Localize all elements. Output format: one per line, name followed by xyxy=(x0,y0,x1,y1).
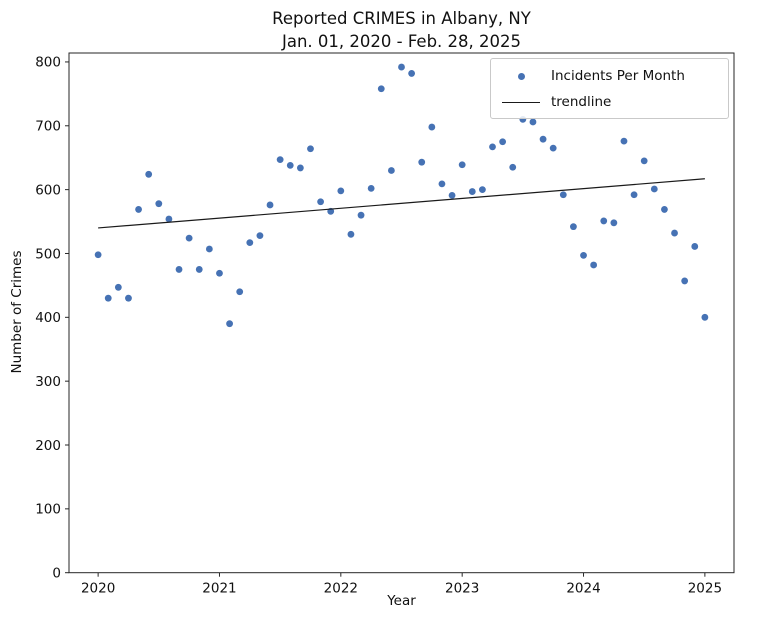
scatter-point xyxy=(357,211,365,219)
scatter-point xyxy=(337,187,345,195)
scatter-point xyxy=(529,118,537,126)
plot-border xyxy=(68,52,735,574)
scatter-point xyxy=(661,206,668,213)
scatter-point xyxy=(489,143,496,151)
scatter-point xyxy=(256,232,264,239)
scatter-point xyxy=(307,145,314,153)
scatter-point xyxy=(296,164,304,172)
scatter-point xyxy=(377,85,385,93)
legend-item-trendline: trendline xyxy=(501,89,728,115)
scatter-point xyxy=(448,191,456,199)
scatter-point xyxy=(145,170,153,178)
scatter-point xyxy=(549,144,557,152)
scatter-point xyxy=(539,135,547,143)
chart-title-line1: Reported CRIMES in Albany, NY xyxy=(272,9,531,28)
scatter-point xyxy=(286,161,294,169)
scatter-dot-icon xyxy=(517,72,525,80)
scatter-point xyxy=(94,251,102,259)
scatter-point xyxy=(590,261,598,269)
scatter-point xyxy=(398,63,405,71)
scatter-point xyxy=(671,229,678,237)
scatter-point xyxy=(438,180,446,188)
x-tick-label: 2022 xyxy=(324,581,358,597)
legend: Incidents Per Month trendline xyxy=(490,58,729,119)
scatter-point xyxy=(246,239,254,247)
scatter-point xyxy=(418,158,426,166)
scatter-point xyxy=(701,313,709,321)
x-tick-label: 2023 xyxy=(445,581,479,597)
x-tick-label: 2025 xyxy=(688,581,722,597)
scatter-point xyxy=(610,219,618,227)
legend-label-incidents: Incidents Per Month xyxy=(551,68,685,84)
scatter-point xyxy=(468,188,476,195)
chart-title: Reported CRIMES in Albany, NY Jan. 01, 2… xyxy=(69,8,734,53)
scatter-point xyxy=(367,184,375,192)
y-tick-label: 200 xyxy=(35,438,61,454)
scatter-point xyxy=(499,138,507,146)
scatter-point xyxy=(104,294,112,302)
scatter-point xyxy=(620,137,628,145)
trendline-icon xyxy=(502,101,540,103)
y-tick-label: 400 xyxy=(35,310,61,326)
y-tick-label: 0 xyxy=(52,566,61,582)
scatter-point xyxy=(650,185,658,193)
scatter-point xyxy=(175,266,183,273)
scatter-point xyxy=(387,167,395,174)
scatter-point xyxy=(125,294,132,302)
scatter-point xyxy=(195,266,203,273)
chart-title-line2: Jan. 01, 2020 - Feb. 28, 2025 xyxy=(281,31,522,51)
y-tick-label: 600 xyxy=(35,182,61,198)
scatter-point xyxy=(408,70,416,77)
scatter-point xyxy=(236,288,244,296)
scatter-point xyxy=(135,206,142,213)
scatter-point xyxy=(479,186,486,194)
y-tick-label: 800 xyxy=(35,55,61,71)
scatter-point xyxy=(347,230,355,238)
scatter-point xyxy=(266,201,274,209)
trendline xyxy=(98,178,705,229)
scatter-point xyxy=(185,234,193,242)
scatter-point xyxy=(640,157,648,165)
scatter-point xyxy=(226,320,233,328)
y-axis-label: Number of Crimes xyxy=(9,250,25,374)
y-tick-label: 500 xyxy=(35,246,61,262)
y-tick-label: 700 xyxy=(35,119,61,135)
scatter-point xyxy=(509,163,517,171)
scatter-point xyxy=(216,269,223,277)
scatter-point xyxy=(317,198,324,206)
scatter-point xyxy=(428,123,436,131)
scatter-point xyxy=(600,217,608,225)
scatter-point xyxy=(155,200,163,208)
legend-label-trendline: trendline xyxy=(551,94,612,110)
scatter-point xyxy=(205,245,213,253)
scatter-point xyxy=(559,191,567,199)
legend-item-incidents: Incidents Per Month xyxy=(501,63,728,89)
y-tick-label: 100 xyxy=(35,502,61,518)
scatter-point xyxy=(458,161,466,169)
x-axis-label: Year xyxy=(387,593,416,609)
x-tick-label: 2021 xyxy=(202,581,236,597)
scatter-point xyxy=(691,243,699,250)
y-tick-label: 300 xyxy=(35,374,61,390)
scatter-point xyxy=(681,277,689,285)
scatter-point xyxy=(165,215,173,223)
x-tick-label: 2020 xyxy=(81,581,115,597)
scatter-point xyxy=(570,223,577,231)
scatter-point xyxy=(630,191,638,199)
scatter-point xyxy=(114,283,122,291)
x-tick-label: 2024 xyxy=(566,581,600,597)
scatter-point xyxy=(276,156,284,164)
scatter-point xyxy=(580,251,587,259)
